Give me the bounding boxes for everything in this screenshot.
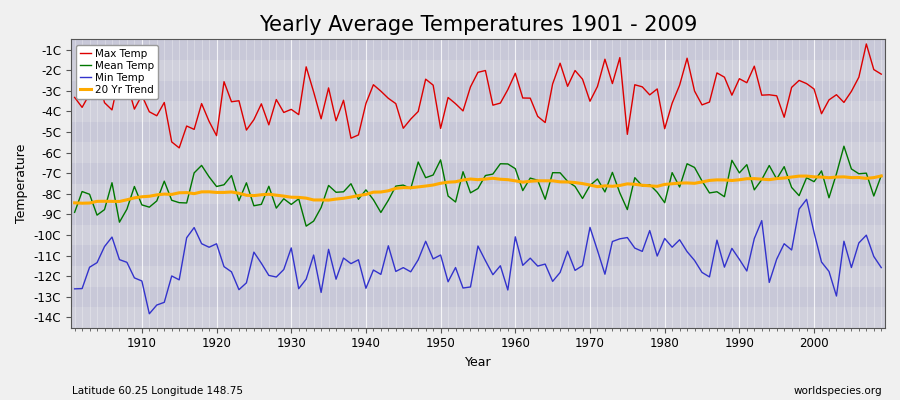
Bar	[71, 307, 885, 328]
Mean Temp	[607, 170, 617, 175]
Text: Latitude 60.25 Longitude 148.75: Latitude 60.25 Longitude 148.75	[72, 386, 243, 396]
Max Temp	[301, 64, 311, 69]
20 Yr Trend	[69, 200, 80, 205]
Min Temp	[69, 286, 80, 291]
Bar	[71, 80, 885, 101]
Mean Temp	[129, 184, 140, 189]
Title: Yearly Average Temperatures 1901 - 2009: Yearly Average Temperatures 1901 - 2009	[259, 15, 698, 35]
20 Yr Trend	[346, 195, 356, 200]
Mean Temp	[876, 173, 886, 178]
Max Temp	[518, 96, 528, 100]
20 Yr Trend	[137, 194, 148, 199]
Min Temp	[144, 311, 155, 316]
Line: Max Temp: Max Temp	[75, 44, 881, 148]
20 Yr Trend	[518, 180, 528, 184]
20 Yr Trend	[301, 196, 311, 200]
20 Yr Trend	[76, 201, 87, 206]
Bar	[71, 60, 885, 80]
20 Yr Trend	[876, 174, 886, 178]
Min Temp	[518, 263, 528, 268]
Mean Temp	[518, 188, 528, 193]
Mean Temp	[839, 144, 850, 149]
Min Temp	[301, 277, 311, 282]
Mean Temp	[301, 224, 311, 228]
Bar	[71, 101, 885, 122]
Min Temp	[129, 276, 140, 280]
Min Temp	[607, 239, 617, 244]
Bar	[71, 204, 885, 225]
Max Temp	[876, 72, 886, 76]
Max Temp	[346, 136, 356, 140]
Max Temp	[861, 42, 872, 46]
Mean Temp	[346, 181, 356, 186]
Mean Temp	[510, 166, 521, 171]
Bar	[71, 122, 885, 142]
Min Temp	[510, 234, 521, 239]
Min Temp	[876, 265, 886, 270]
Bar	[71, 286, 885, 307]
Line: Mean Temp: Mean Temp	[75, 146, 881, 226]
Bar	[71, 184, 885, 204]
20 Yr Trend	[607, 184, 617, 189]
Bar	[71, 142, 885, 163]
Bar	[71, 163, 885, 184]
Line: 20 Yr Trend: 20 Yr Trend	[75, 176, 881, 203]
Max Temp	[510, 71, 521, 76]
X-axis label: Year: Year	[464, 356, 491, 369]
Y-axis label: Temperature: Temperature	[15, 144, 28, 223]
Min Temp	[801, 197, 812, 202]
Bar	[71, 39, 885, 60]
Text: worldspecies.org: worldspecies.org	[794, 386, 882, 396]
Line: Min Temp: Min Temp	[75, 199, 881, 314]
Max Temp	[174, 146, 184, 150]
Bar	[71, 225, 885, 245]
Max Temp	[69, 95, 80, 100]
Bar	[71, 245, 885, 266]
Mean Temp	[69, 210, 80, 215]
Max Temp	[129, 107, 140, 112]
20 Yr Trend	[510, 178, 521, 183]
Bar	[71, 266, 885, 286]
Max Temp	[607, 81, 617, 86]
Mean Temp	[293, 196, 304, 201]
Legend: Max Temp, Mean Temp, Min Temp, 20 Yr Trend: Max Temp, Mean Temp, Min Temp, 20 Yr Tre…	[76, 44, 158, 99]
Min Temp	[346, 261, 356, 266]
